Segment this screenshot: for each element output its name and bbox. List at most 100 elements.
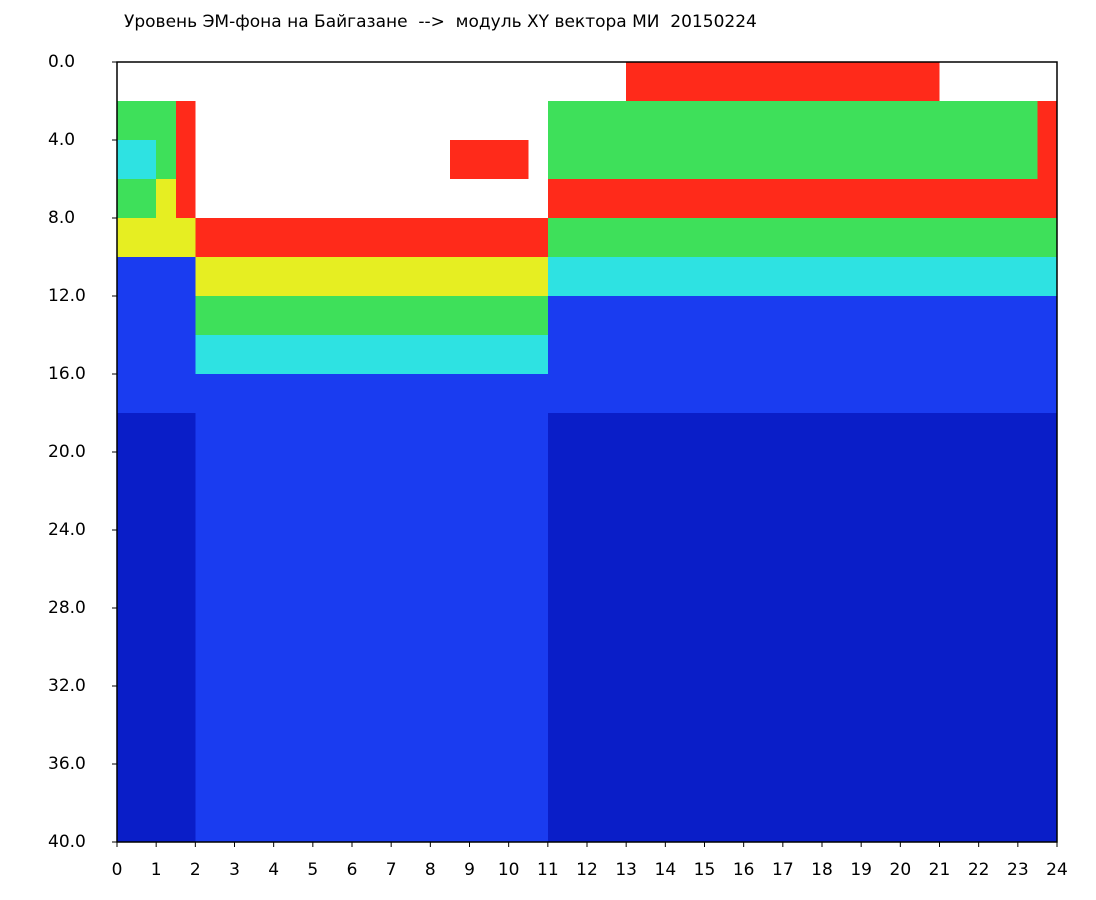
cell [273, 764, 294, 804]
cell [841, 725, 862, 765]
cell [939, 218, 960, 258]
cell [430, 452, 451, 492]
cell [684, 803, 705, 843]
cell [117, 725, 138, 765]
cell [175, 764, 196, 804]
cell [371, 725, 392, 765]
cell [880, 764, 901, 804]
cell [469, 491, 490, 531]
cell [998, 452, 1019, 492]
cell [763, 686, 784, 726]
cell [489, 374, 510, 414]
cell [998, 530, 1019, 570]
cell [175, 257, 196, 297]
cell [782, 491, 803, 531]
cell [802, 725, 823, 765]
cell [802, 803, 823, 843]
cell [782, 608, 803, 648]
cell [841, 257, 862, 297]
cell [841, 608, 862, 648]
cell [880, 608, 901, 648]
cell [391, 218, 412, 258]
cell [312, 335, 333, 375]
cell [880, 491, 901, 531]
cell [684, 335, 705, 375]
cell [234, 257, 255, 297]
cell [352, 62, 373, 102]
cell [900, 218, 921, 258]
cell [508, 452, 529, 492]
cell [391, 764, 412, 804]
cell [528, 608, 549, 648]
cell [978, 374, 999, 414]
cell [352, 101, 373, 141]
cell [136, 413, 157, 453]
cell [214, 569, 235, 609]
cell [391, 530, 412, 570]
cell [802, 218, 823, 258]
cell [959, 803, 980, 843]
cell [861, 803, 882, 843]
cell [508, 296, 529, 336]
cell [136, 452, 157, 492]
cell [332, 335, 353, 375]
cell [195, 686, 216, 726]
cell [802, 335, 823, 375]
x-tick-label: 8 [425, 860, 436, 880]
cell [371, 335, 392, 375]
cell [175, 374, 196, 414]
cell [704, 686, 725, 726]
cell [900, 413, 921, 453]
cell [391, 374, 412, 414]
cell [861, 452, 882, 492]
cell [1017, 803, 1038, 843]
cell [117, 413, 138, 453]
cell [587, 530, 608, 570]
cell [430, 803, 451, 843]
cell [645, 413, 666, 453]
cell [371, 608, 392, 648]
cell [449, 803, 470, 843]
cell [782, 452, 803, 492]
cell [822, 491, 843, 531]
cell [587, 803, 608, 843]
cell [547, 569, 568, 609]
cell [665, 530, 686, 570]
cell [1037, 218, 1058, 258]
cell [136, 296, 157, 336]
cell [391, 686, 412, 726]
cell [939, 62, 960, 102]
cell [234, 608, 255, 648]
cell [449, 413, 470, 453]
cell [939, 179, 960, 219]
cell [978, 764, 999, 804]
cell [430, 413, 451, 453]
cell [528, 218, 549, 258]
cell [998, 257, 1019, 297]
cell [665, 725, 686, 765]
cell [900, 764, 921, 804]
cell [469, 257, 490, 297]
cell [939, 296, 960, 336]
cell [332, 569, 353, 609]
y-tick-label: 0.0 [48, 52, 75, 72]
cell [273, 374, 294, 414]
cell [900, 335, 921, 375]
cell [1037, 452, 1058, 492]
cell [626, 218, 647, 258]
cell [939, 452, 960, 492]
cell [822, 101, 843, 141]
cell [802, 608, 823, 648]
cell [684, 452, 705, 492]
cell [704, 413, 725, 453]
cell [410, 257, 431, 297]
cell [704, 530, 725, 570]
cell [273, 413, 294, 453]
cell [861, 62, 882, 102]
cell [880, 296, 901, 336]
cell [841, 452, 862, 492]
cell [822, 569, 843, 609]
cell [998, 764, 1019, 804]
x-tick-label: 14 [655, 860, 677, 880]
cell [371, 218, 392, 258]
